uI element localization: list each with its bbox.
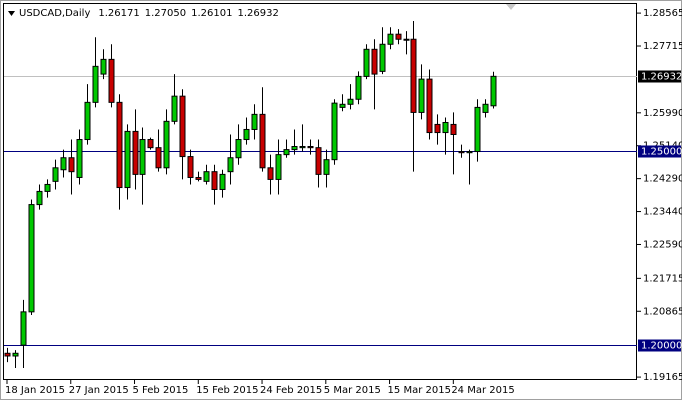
candle-body	[84, 101, 91, 141]
x-tick-label: 15 Feb 2015	[196, 385, 258, 396]
candle-body	[426, 78, 433, 134]
y-tick-label: 1.27715	[643, 41, 682, 52]
x-tick-label: 5 Mar 2015	[324, 385, 381, 396]
x-tick-label: 18 Jan 2015	[5, 385, 65, 396]
candle-body	[450, 123, 457, 135]
candle-body	[275, 154, 282, 180]
candle-body	[395, 33, 402, 40]
candle-body	[418, 78, 425, 113]
y-tick-label: 1.25990	[643, 108, 682, 119]
level-label-box	[638, 339, 681, 352]
candle-body	[116, 101, 123, 189]
level-label-box	[638, 70, 681, 83]
candle-body	[482, 103, 489, 113]
candle-body	[283, 149, 290, 156]
candle-body	[147, 139, 154, 149]
candle-body	[4, 352, 11, 357]
candle-body	[20, 311, 27, 346]
y-tick-label: 1.22590	[643, 239, 682, 250]
candle-body	[163, 120, 170, 169]
x-tick-label: 15 Mar 2015	[388, 385, 451, 396]
candle-body	[187, 156, 194, 178]
candle-body	[331, 102, 338, 161]
candle-body	[490, 75, 497, 107]
candle-body	[203, 171, 210, 182]
candle-body	[323, 159, 330, 175]
candle-body	[211, 171, 218, 190]
ohlc-value: 1.26101	[191, 8, 232, 19]
candle-body	[76, 139, 83, 178]
candle-body	[458, 151, 465, 154]
candle-body	[434, 123, 441, 134]
symbol: USDCAD,Daily	[19, 8, 90, 19]
candle-body	[315, 147, 322, 175]
candle-body	[195, 176, 202, 180]
y-tick-label: 1.24290	[643, 174, 682, 185]
candle-body	[235, 139, 242, 159]
candle-body	[12, 352, 19, 357]
candle-body	[219, 173, 226, 190]
candle-body	[60, 157, 67, 171]
candle-body	[371, 48, 378, 75]
y-tick-label: 1.19165	[643, 372, 682, 383]
candle-body	[36, 190, 43, 206]
ohlc-value: 1.27050	[145, 8, 186, 19]
candle-body	[171, 95, 178, 122]
candle-body	[68, 157, 75, 173]
candle-body	[139, 139, 146, 175]
level-label: 1.26932	[641, 72, 682, 83]
candle-body	[291, 146, 298, 151]
candle-body	[44, 183, 51, 192]
candle-body	[259, 113, 266, 169]
ohlc-value: 1.26932	[237, 8, 278, 19]
candle-body	[155, 147, 162, 169]
candle-body	[179, 95, 186, 158]
x-tick-label: 24 Feb 2015	[260, 385, 322, 396]
candle-body	[124, 130, 131, 189]
candle-body	[339, 103, 346, 108]
plot-frame	[3, 3, 637, 380]
candle-body	[108, 58, 115, 103]
y-tick-label: 1.20865	[643, 306, 682, 317]
candle-body	[100, 58, 107, 75]
chart-title: USDCAD,Daily 1.26171 1.27050 1.26101 1.26932	[19, 8, 279, 19]
ohlc-value: 1.26171	[98, 8, 139, 19]
candle-body	[403, 38, 410, 41]
x-tick-label: 5 Feb 2015	[133, 385, 189, 396]
menu-triangle	[8, 11, 15, 16]
candle-body	[267, 167, 274, 180]
level-label: 1.20000	[641, 341, 682, 352]
candle-body	[28, 204, 35, 313]
x-tick-label: 24 Mar 2015	[451, 385, 514, 396]
candle-body	[243, 128, 250, 141]
candle-body	[307, 146, 314, 149]
candle-body	[299, 146, 306, 149]
candle-body	[92, 65, 99, 103]
candle-body	[347, 98, 354, 105]
shift-marker	[506, 4, 516, 10]
candle-body	[379, 43, 386, 72]
level-label-box	[638, 145, 681, 158]
candle-body	[474, 106, 481, 153]
candle-body	[355, 75, 362, 100]
candle-body	[387, 33, 394, 45]
x-tick-label: 27 Jan 2015	[69, 385, 129, 396]
candle-body	[251, 113, 258, 130]
candle-body	[132, 130, 139, 175]
candle-body	[363, 48, 370, 77]
candle-body	[442, 121, 449, 134]
candle-body	[52, 167, 59, 182]
candle-body	[410, 38, 417, 113]
y-tick-label: 1.23440	[643, 207, 682, 218]
y-tick-label: 1.28565	[643, 8, 682, 19]
candle-body	[466, 151, 473, 154]
y-tick-label: 1.21715	[643, 273, 682, 284]
candle-body	[227, 157, 234, 173]
level-label: 1.25000	[641, 147, 682, 158]
